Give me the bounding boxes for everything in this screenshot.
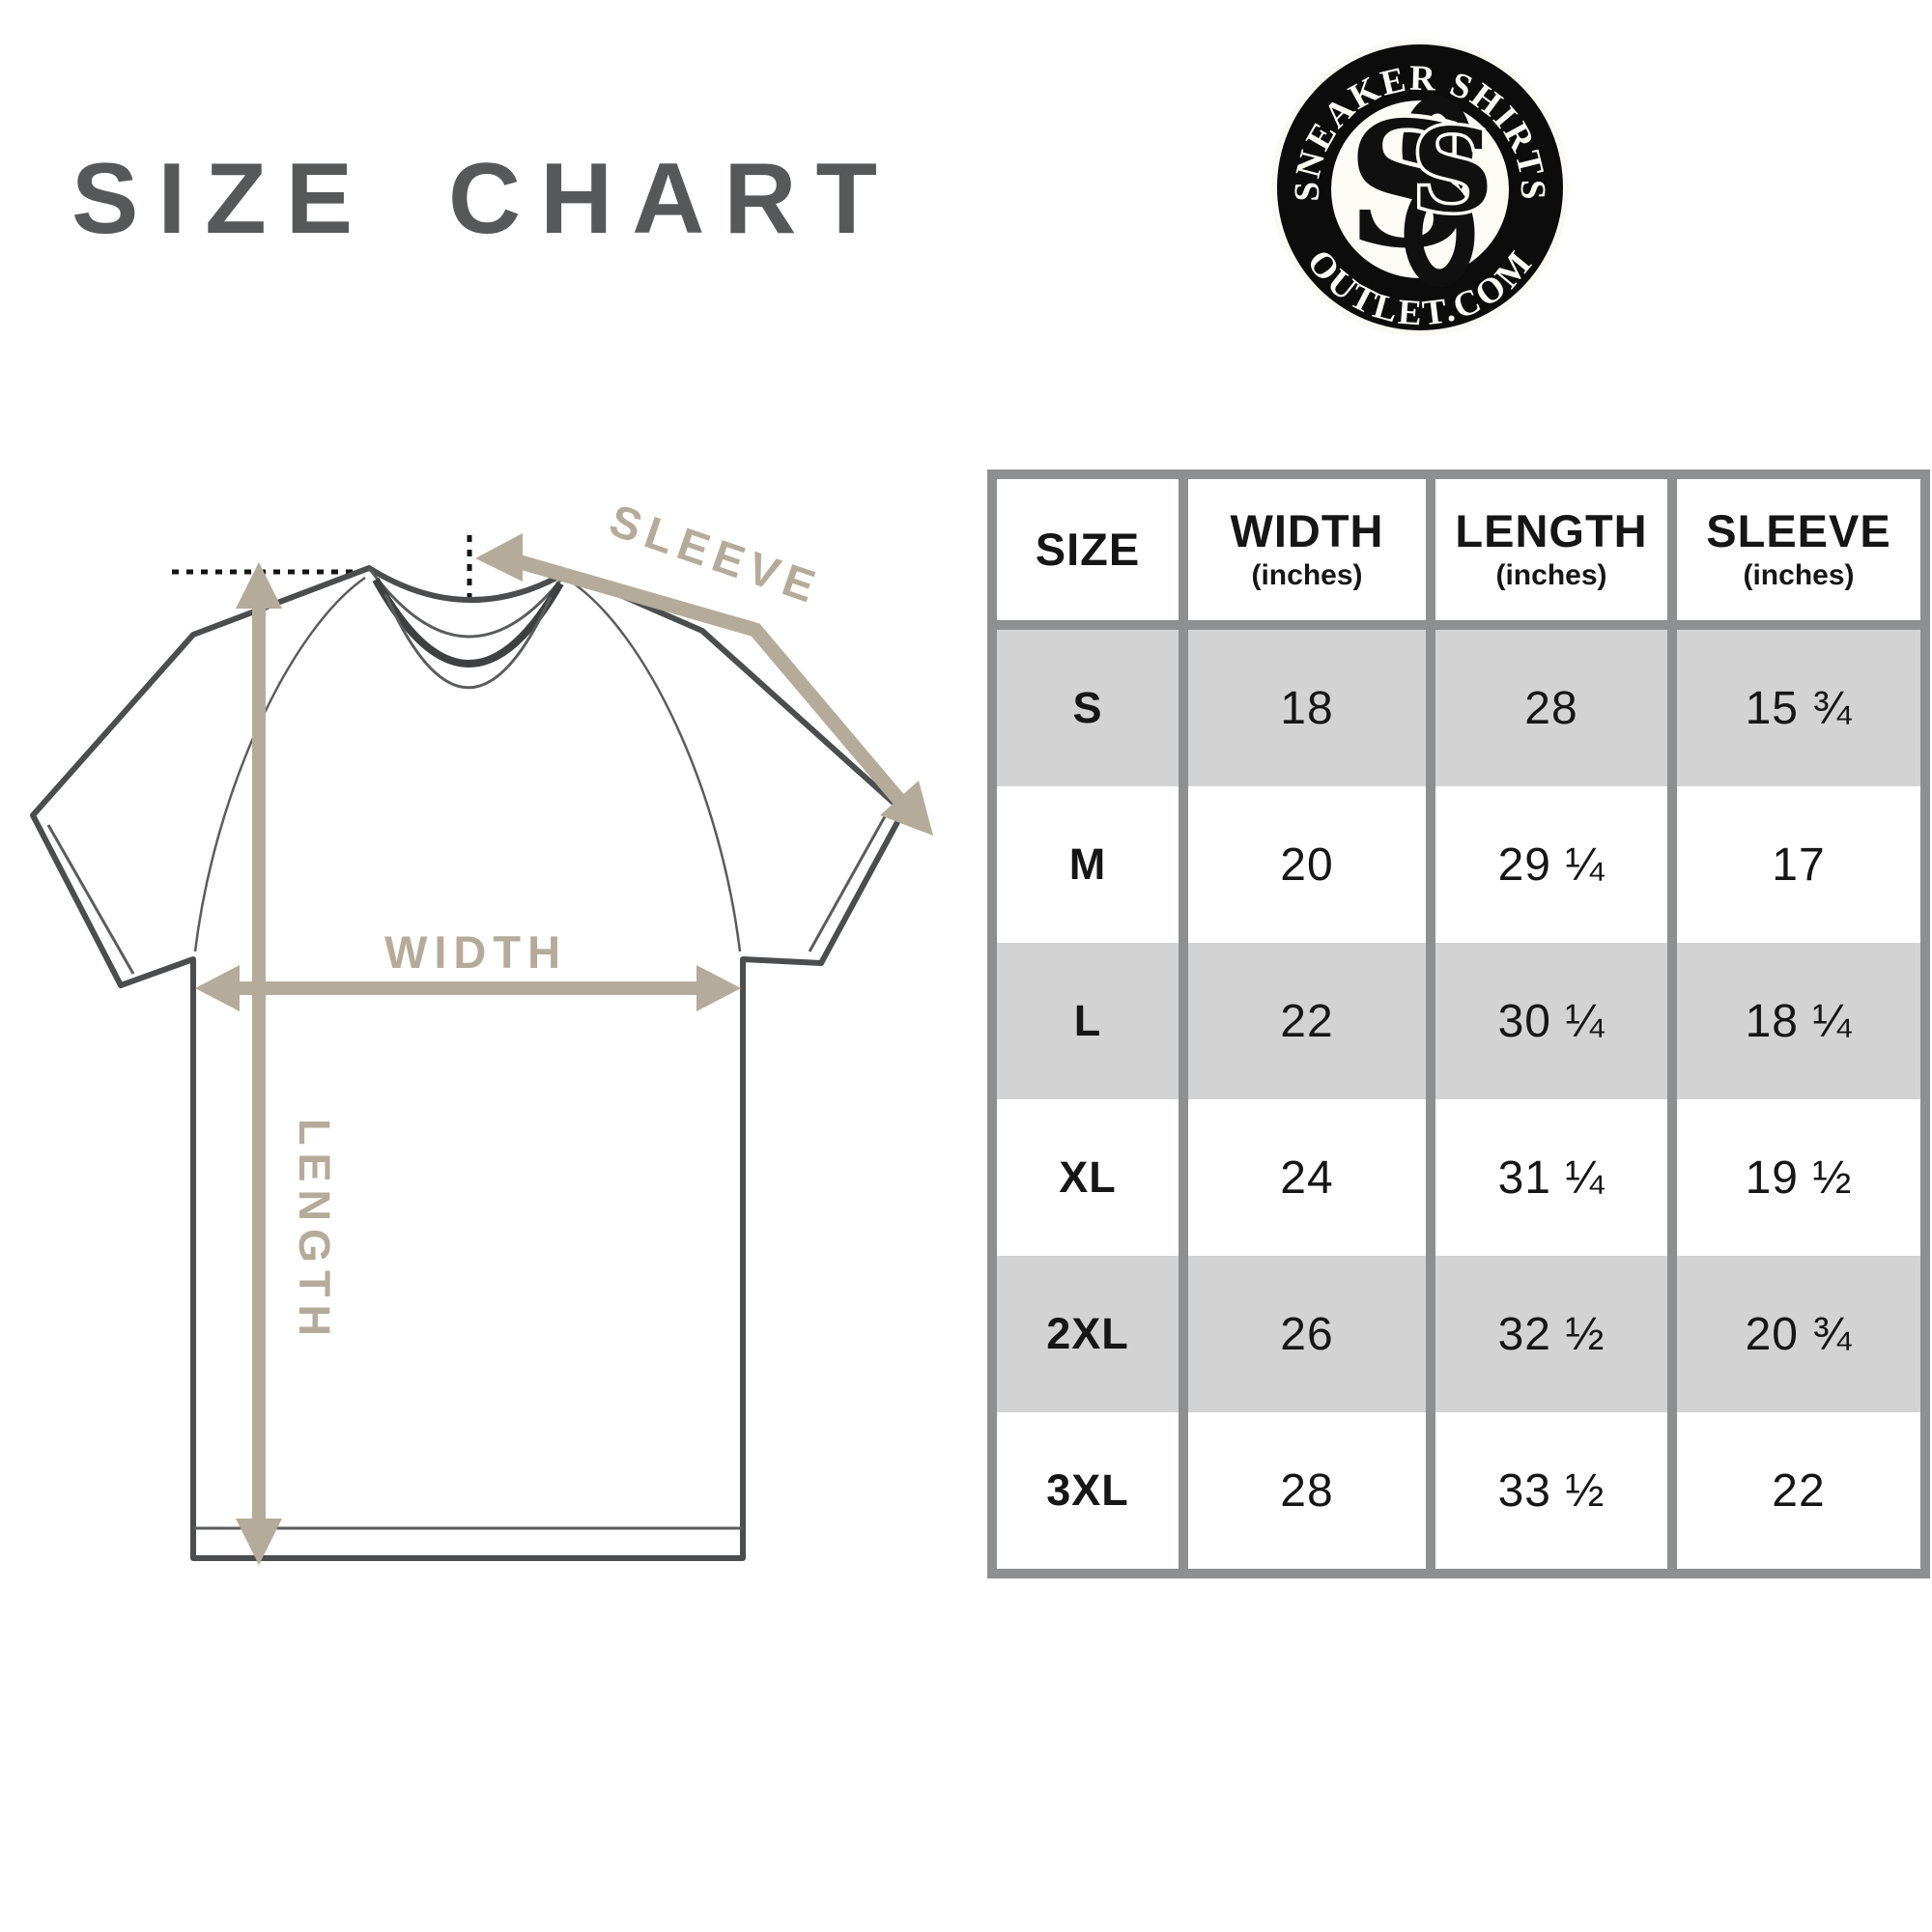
width-cell: 20 bbox=[1179, 786, 1426, 943]
width-cell: 18 bbox=[1179, 630, 1426, 786]
tshirt-drawing: SLEEVE WIDTH LENGTH bbox=[30, 502, 933, 1565]
size-cell: 3XL bbox=[997, 1412, 1179, 1569]
col-header-unit: (inches) bbox=[1743, 558, 1855, 591]
length-cell: 29 ¼ bbox=[1426, 786, 1667, 943]
table-row-m: M 20 29 ¼ 17 bbox=[997, 786, 1920, 943]
length-arrow bbox=[236, 562, 282, 1565]
col-header-label: LENGTH bbox=[1455, 505, 1648, 557]
col-header-unit: (inches) bbox=[1495, 558, 1607, 591]
header-row: SIZE WIDTH (inches) LENGTH (inches) SLEE… bbox=[997, 479, 1920, 630]
col-header-width: WIDTH (inches) bbox=[1179, 479, 1426, 630]
size-cell: M bbox=[997, 786, 1179, 943]
tshirt-outline bbox=[30, 565, 906, 1561]
size-table: SIZE WIDTH (inches) LENGTH (inches) SLEE… bbox=[987, 469, 1930, 1578]
left-cuff-seam bbox=[46, 824, 135, 975]
col-header-label: WIDTH bbox=[1230, 505, 1384, 557]
table-row-xl: XL 24 31 ¼ 19 ½ bbox=[997, 1099, 1920, 1256]
col-header-sleeve: SLEEVE (inches) bbox=[1667, 479, 1920, 630]
length-label: LENGTH bbox=[290, 1119, 339, 1344]
size-cell: 2XL bbox=[997, 1256, 1179, 1412]
size-cell: S bbox=[997, 630, 1179, 786]
col-header-label: SIZE bbox=[1035, 524, 1141, 576]
sleeve-cell: 17 bbox=[1667, 786, 1920, 943]
sleeve-cell: 18 ¼ bbox=[1667, 943, 1920, 1099]
size-table-body: S 18 28 15 ¾ M 20 29 ¼ 17 L 22 30 ¼ 18 ¼… bbox=[997, 630, 1920, 1569]
right-cuff-seam bbox=[808, 809, 891, 952]
table-row-s: S 18 28 15 ¾ bbox=[997, 630, 1920, 786]
length-cell: 32 ½ bbox=[1426, 1256, 1667, 1412]
width-cell: 26 bbox=[1179, 1256, 1426, 1412]
collar-front-line bbox=[372, 578, 564, 668]
sleeve-arrow bbox=[475, 533, 933, 836]
col-header-size: SIZE bbox=[997, 479, 1179, 630]
table-row-l: L 22 30 ¼ 18 ¼ bbox=[997, 943, 1920, 1099]
ss-monogram: S S bbox=[1342, 80, 1497, 291]
col-header-unit: (inches) bbox=[1251, 558, 1363, 591]
sleeve-cell: 19 ½ bbox=[1667, 1099, 1920, 1256]
page-title: SIZE CHART bbox=[71, 143, 896, 255]
tshirt-measure-diagram: SLEEVE WIDTH LENGTH bbox=[8, 502, 983, 1628]
col-header-length: LENGTH (inches) bbox=[1426, 479, 1667, 630]
length-cell: 30 ¼ bbox=[1426, 943, 1667, 1099]
width-cell: 22 bbox=[1179, 943, 1426, 1099]
table-row-2xl: 2XL 26 32 ½ 20 ¾ bbox=[997, 1256, 1920, 1412]
length-cell: 33 ½ bbox=[1426, 1412, 1667, 1569]
length-cell: 28 bbox=[1426, 630, 1667, 786]
length-cell: 31 ¼ bbox=[1426, 1099, 1667, 1256]
size-cell: L bbox=[997, 943, 1179, 1099]
table-row-3xl: 3XL 28 33 ½ 22 bbox=[997, 1412, 1920, 1569]
collar-band-bottom-line bbox=[384, 593, 553, 690]
width-cell: 24 bbox=[1179, 1099, 1426, 1256]
width-arrow bbox=[195, 965, 741, 1011]
col-header-label: SLEEVE bbox=[1706, 505, 1891, 557]
width-cell: 28 bbox=[1179, 1412, 1426, 1569]
brand-logo-badge: SNEAKER SHIRTS OUTLET.COM S S bbox=[1271, 39, 1569, 336]
width-label: WIDTH bbox=[384, 926, 567, 978]
brand-logo: SNEAKER SHIRTS OUTLET.COM S S bbox=[1264, 31, 1577, 344]
size-cell: XL bbox=[997, 1099, 1179, 1256]
sleeve-cell: 22 bbox=[1667, 1412, 1920, 1569]
size-table-header: SIZE WIDTH (inches) LENGTH (inches) SLEE… bbox=[997, 479, 1920, 630]
monogram-s2: S bbox=[1411, 103, 1493, 238]
monogram-ring-bottom bbox=[1404, 180, 1475, 288]
collar-band-top-line bbox=[367, 567, 569, 639]
sleeve-cell: 20 ¾ bbox=[1667, 1256, 1920, 1412]
right-armhole-seam bbox=[570, 580, 742, 952]
sleeve-cell: 15 ¾ bbox=[1667, 630, 1920, 786]
